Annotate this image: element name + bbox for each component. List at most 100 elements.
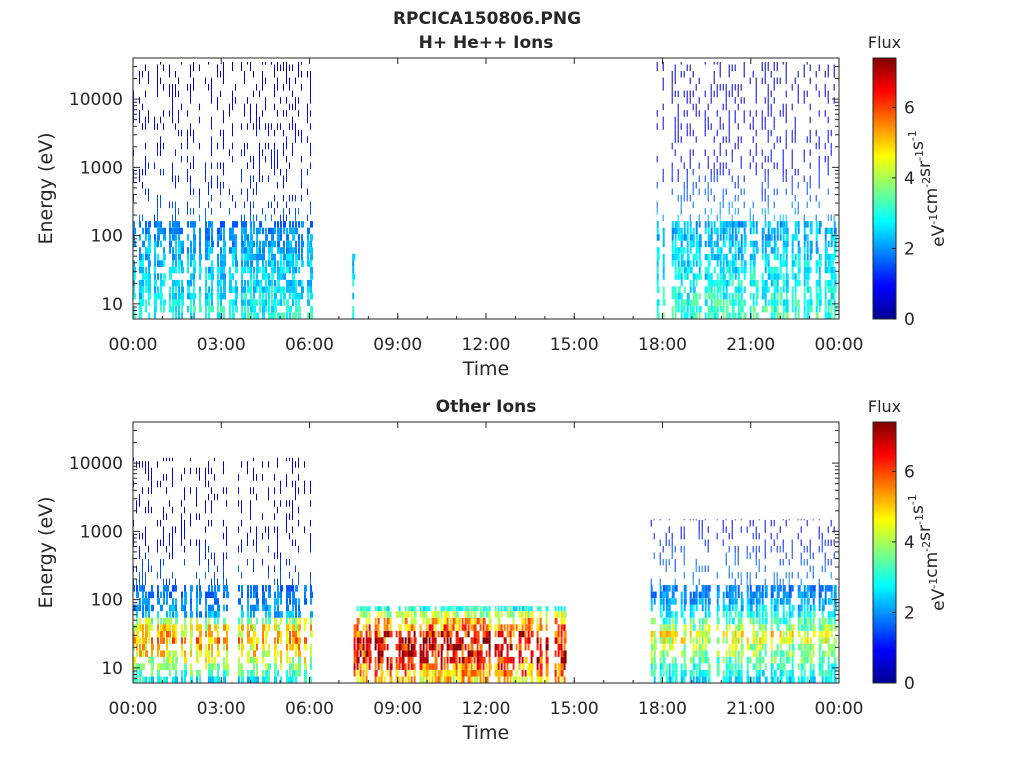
heatmap-cell xyxy=(707,539,709,546)
heatmap-cell xyxy=(157,480,158,488)
heatmap-cell xyxy=(286,630,288,638)
heatmap-cell xyxy=(229,273,232,280)
heatmap-cell xyxy=(734,630,737,638)
heatmap-cell xyxy=(806,611,810,618)
heatmap-cell xyxy=(833,611,836,618)
heatmap-cell xyxy=(689,149,691,156)
heatmap-cell xyxy=(818,182,820,189)
heatmap-cell xyxy=(467,663,470,670)
heatmap-cell xyxy=(740,630,744,638)
heatmap-cell xyxy=(791,585,794,592)
heatmap-cell xyxy=(214,474,215,481)
heatmap-cell xyxy=(172,630,175,638)
heatmap-cell xyxy=(280,273,283,280)
heatmap-cell xyxy=(223,305,225,313)
heatmap-cell xyxy=(737,103,739,111)
heatmap-cell xyxy=(154,286,156,293)
unit-exponent: -2 xyxy=(920,541,933,552)
heatmap-cell xyxy=(752,624,755,631)
heatmap-cell xyxy=(794,312,797,319)
heatmap-cell xyxy=(208,493,209,501)
heatmap-cell xyxy=(304,526,305,533)
heatmap-cell xyxy=(298,598,300,605)
heatmap-cell xyxy=(473,611,477,618)
heatmap-cell xyxy=(545,656,549,664)
heatmap-cell xyxy=(674,123,676,130)
heatmap-cell xyxy=(274,221,276,228)
heatmap-cell xyxy=(440,624,444,631)
heatmap-cell xyxy=(809,129,811,137)
heatmap-cell xyxy=(301,71,302,78)
heatmap-cell xyxy=(238,656,240,664)
heatmap-cell xyxy=(683,162,685,169)
heatmap-cell xyxy=(280,227,282,235)
heatmap-cell xyxy=(776,663,780,670)
heatmap-cell xyxy=(440,606,444,612)
heatmap-cell xyxy=(446,650,449,657)
heatmap-cell xyxy=(190,312,192,319)
heatmap-cell xyxy=(247,585,249,592)
heatmap-cell xyxy=(310,656,312,664)
heatmap-cell xyxy=(223,279,226,287)
heatmap-cell xyxy=(827,656,830,664)
heatmap-cell xyxy=(283,129,284,137)
heatmap-cell xyxy=(764,305,768,313)
heatmap-cell xyxy=(650,591,654,599)
heatmap-cell xyxy=(193,292,196,300)
heatmap-cell xyxy=(289,617,291,625)
heatmap-cell xyxy=(737,637,740,644)
heatmap-cell xyxy=(794,292,797,300)
heatmap-cell xyxy=(193,136,194,143)
heatmap-cell xyxy=(220,247,222,254)
heatmap-cell xyxy=(295,279,297,287)
heatmap-cell xyxy=(698,162,700,169)
heatmap-cell xyxy=(262,247,265,254)
heatmap-cell xyxy=(827,637,830,644)
heatmap-cell xyxy=(803,71,805,78)
heatmap-cell xyxy=(250,670,253,677)
heatmap-cell xyxy=(142,123,143,130)
heatmap-cell xyxy=(803,585,806,592)
heatmap-cell xyxy=(151,663,154,670)
heatmap-cell xyxy=(250,500,251,507)
heatmap-cell xyxy=(368,643,371,651)
heatmap-cell xyxy=(692,234,695,241)
heatmap-cell xyxy=(166,585,169,592)
heatmap-cell xyxy=(818,286,822,293)
heatmap-cell xyxy=(776,532,778,540)
heatmap-cell xyxy=(259,142,260,150)
heatmap-cell xyxy=(217,624,219,631)
heatmap-cell xyxy=(755,142,757,150)
heatmap-cell xyxy=(818,273,821,280)
heatmap-cell xyxy=(226,637,228,644)
heatmap-cell xyxy=(265,598,267,605)
heatmap-cell xyxy=(446,670,450,677)
heatmap-cell xyxy=(827,539,829,546)
heatmap-cell xyxy=(133,227,136,235)
heatmap-cell xyxy=(701,637,704,644)
heatmap-cell xyxy=(259,221,262,228)
heatmap-cell xyxy=(199,624,202,631)
heatmap-cell xyxy=(205,656,207,664)
heatmap-cell xyxy=(671,624,675,631)
heatmap-cell xyxy=(776,305,779,313)
heatmap-cell xyxy=(824,312,828,319)
heatmap-cell xyxy=(247,312,250,319)
heatmap-cell xyxy=(536,676,540,683)
heatmap-cell xyxy=(199,253,202,261)
heatmap-cell xyxy=(286,670,288,677)
heatmap-cell xyxy=(683,188,685,195)
heatmap-cell xyxy=(737,266,740,274)
heatmap-cell xyxy=(286,77,287,85)
heatmap-cell xyxy=(689,214,691,222)
heatmap-cell xyxy=(229,305,231,313)
heatmap-cell xyxy=(277,286,280,293)
heatmap-cell xyxy=(674,253,678,261)
heatmap-cell xyxy=(671,585,675,592)
heatmap-cell xyxy=(136,676,138,683)
heatmap-cell xyxy=(277,162,278,169)
heatmap-cell xyxy=(704,116,706,124)
heatmap-cell xyxy=(310,273,313,280)
heatmap-cell xyxy=(770,617,773,625)
heatmap-cell xyxy=(139,598,141,605)
